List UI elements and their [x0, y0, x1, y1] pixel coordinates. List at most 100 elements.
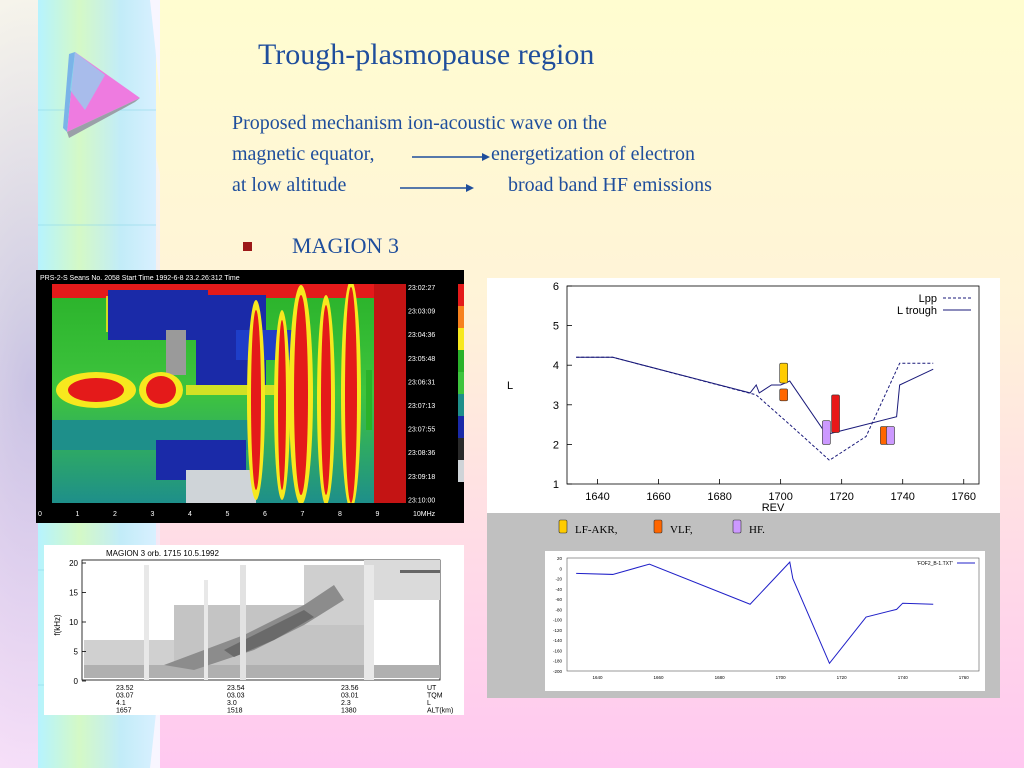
spectrogram-time-label: 23:08:36 [408, 450, 435, 457]
fof2-ytick-label: -20 [555, 577, 562, 582]
right-chart-panel: 1 2 3 4 5 6 1640 1660 1680 1700 1720 1740 1760 REV L Lp… [487, 278, 1000, 698]
spectrogram-freq-label: 10MHz [413, 511, 436, 518]
fof2-xtick-label: 1660 [654, 675, 665, 680]
legend-key-swatch [732, 519, 742, 534]
fof2-frame [566, 557, 980, 672]
l-legend-label: Lpp [919, 293, 937, 305]
scatter-ytick-label: 0 [74, 677, 79, 686]
fof2-xtick-label: 1760 [959, 675, 970, 680]
fof2-ytick-label: -40 [555, 587, 562, 592]
emission-marker [831, 394, 840, 433]
l-xtick-label: 1760 [951, 491, 975, 503]
fof2-ytick-label: -80 [555, 607, 562, 612]
l-xlabel: REV [762, 502, 785, 514]
l-chart-frame [566, 285, 980, 485]
fof2-ytick-label: -100 [553, 618, 563, 623]
spectrogram-image [52, 284, 406, 503]
fof2-xtick-label: 1700 [776, 675, 787, 680]
fof2-ytick-label: -180 [553, 659, 563, 664]
scatter-footer-value: 3.0 [227, 700, 237, 707]
fof2-chart: 20 0 -20 -40 -60 -80 -100 -120 -140 -160 -180 -200 1… [553, 556, 980, 680]
scatter-ylabel: f(kHz) [53, 614, 62, 636]
mechanism-line-3: at low altitude [232, 174, 347, 196]
scatter-ytick-label: 5 [74, 648, 79, 657]
spectrogram-freq-label: 5 [226, 511, 230, 518]
scatter-footer-value: ALT(km) [427, 708, 453, 715]
l-ytick-label: 6 [553, 281, 559, 293]
mechanism-line-1: Proposed mechanism ion-acoustic wave on … [232, 112, 607, 134]
scatter-footer-value: 1518 [227, 708, 243, 715]
l-ytick-label: 4 [553, 360, 559, 372]
spectrogram-time-label: 23:05:48 [408, 356, 435, 363]
l-legend-label: L trough [897, 305, 937, 317]
spectrogram-time-labels: 23:02:27 23:03:09 23:04:36 23:05:48 23:06:31… [408, 285, 435, 504]
bullet-square-icon [243, 242, 252, 251]
scatter-footer-value: 03.01 [341, 693, 359, 700]
fof2-series-0 [576, 561, 934, 665]
spectrogram-freq-label: 4 [188, 511, 192, 518]
fof2-legend-label: 'FOF2_B-1.TXT' [917, 561, 953, 567]
scatter-ytick-label: 15 [69, 589, 78, 598]
bullet-magion-3: MAGION 3 [292, 233, 399, 258]
spectrogram-freq-labels: 0 1 2 3 4 5 6 7 8 9 10MHz [38, 511, 436, 518]
l-xtick-label: 1700 [768, 491, 792, 503]
l-ytick-label: 3 [553, 400, 559, 412]
scatter-footer-value: UT [427, 685, 437, 692]
legend-key-label: VLF, [670, 524, 693, 536]
spectrogram-colorbar [458, 284, 464, 482]
fof2-ytick-label: -140 [553, 638, 563, 643]
spectrogram-time-label: 23:06:31 [408, 379, 435, 386]
fof2-ytick-label: -60 [555, 597, 562, 602]
emission-marker [779, 362, 788, 384]
spectrogram-panel: PRS-2-S Seans No. 2058 Start Time 1992-6… [36, 270, 464, 523]
scatter-footer-value: 2.3 [341, 700, 351, 707]
l-xtick-label: 1640 [585, 491, 609, 503]
spectrogram-time-label: 23:03:09 [408, 309, 435, 316]
scatter-footer-value: 23.54 [227, 685, 245, 692]
spectrogram-time-label: 23:02:27 [408, 285, 435, 292]
fof2-xtick-label: 1680 [715, 675, 726, 680]
spectrogram-freq-label: 2 [113, 511, 117, 518]
spectrogram-freq-label: 6 [263, 511, 267, 518]
fof2-ytick-label: 0 [559, 566, 562, 571]
spectrogram-freq-label: 3 [151, 511, 155, 518]
scatter-footer-value: TQM [427, 693, 443, 700]
decorative-triangle-icon [63, 52, 140, 138]
fof2-ytick-label: 20 [557, 556, 563, 561]
mechanism-line-2-result: energetization of electron [491, 143, 695, 165]
arrow-1-icon [412, 153, 490, 161]
fof2-xtick-label: 1640 [593, 675, 604, 680]
fof2-ytick-label: -120 [553, 628, 563, 633]
spectrogram-freq-label: 8 [338, 511, 342, 518]
spectrogram-freq-label: 1 [76, 511, 80, 518]
spectrogram-time-label: 23:04:36 [408, 332, 435, 339]
l-xtick-label: 1740 [890, 491, 914, 503]
spectrogram-time-label: 23:07:13 [408, 403, 435, 410]
l-xtick-label: 1680 [707, 491, 731, 503]
legend-key-label: LF-AKR, [575, 524, 618, 536]
scatter-y-ticks: 20 15 10 5 0 [69, 559, 86, 686]
scatter-density [84, 560, 440, 680]
legend-key-swatch [653, 519, 663, 534]
scatter-footer-value: L [427, 700, 431, 707]
l-series-1 [576, 356, 934, 436]
scatter-footer-value: 23.52 [116, 685, 134, 692]
l-ytick-label: 5 [553, 321, 559, 333]
emission-legend: LF-AKR, VLF, HF. [558, 519, 765, 536]
fof2-ytick-label: -200 [553, 669, 563, 674]
spectrogram-freq-label: 9 [376, 511, 380, 518]
l-ylabel: L [507, 380, 513, 392]
fof2-xtick-label: 1720 [837, 675, 848, 680]
spectrogram-time-label: 23:07:55 [408, 427, 435, 434]
spectrogram-time-label: 23:10:00 [408, 497, 435, 504]
emission-marker [886, 426, 895, 445]
frequency-time-panel: MAGION 3 orb. 1715 10.5.1992 20 15 10 5 0 f(… [44, 545, 464, 715]
scatter-header: MAGION 3 orb. 1715 10.5.1992 [106, 549, 220, 558]
l-ytick-label: 2 [553, 439, 559, 451]
mechanism-line-3-result: broad band HF emissions [508, 174, 712, 196]
spectrogram-time-label: 23:09:18 [408, 474, 435, 481]
spectrogram-header: PRS-2-S Seans No. 2058 Start Time 1992-6… [40, 275, 240, 282]
emission-marker [779, 388, 788, 402]
fof2-ytick-label: -160 [553, 648, 563, 653]
